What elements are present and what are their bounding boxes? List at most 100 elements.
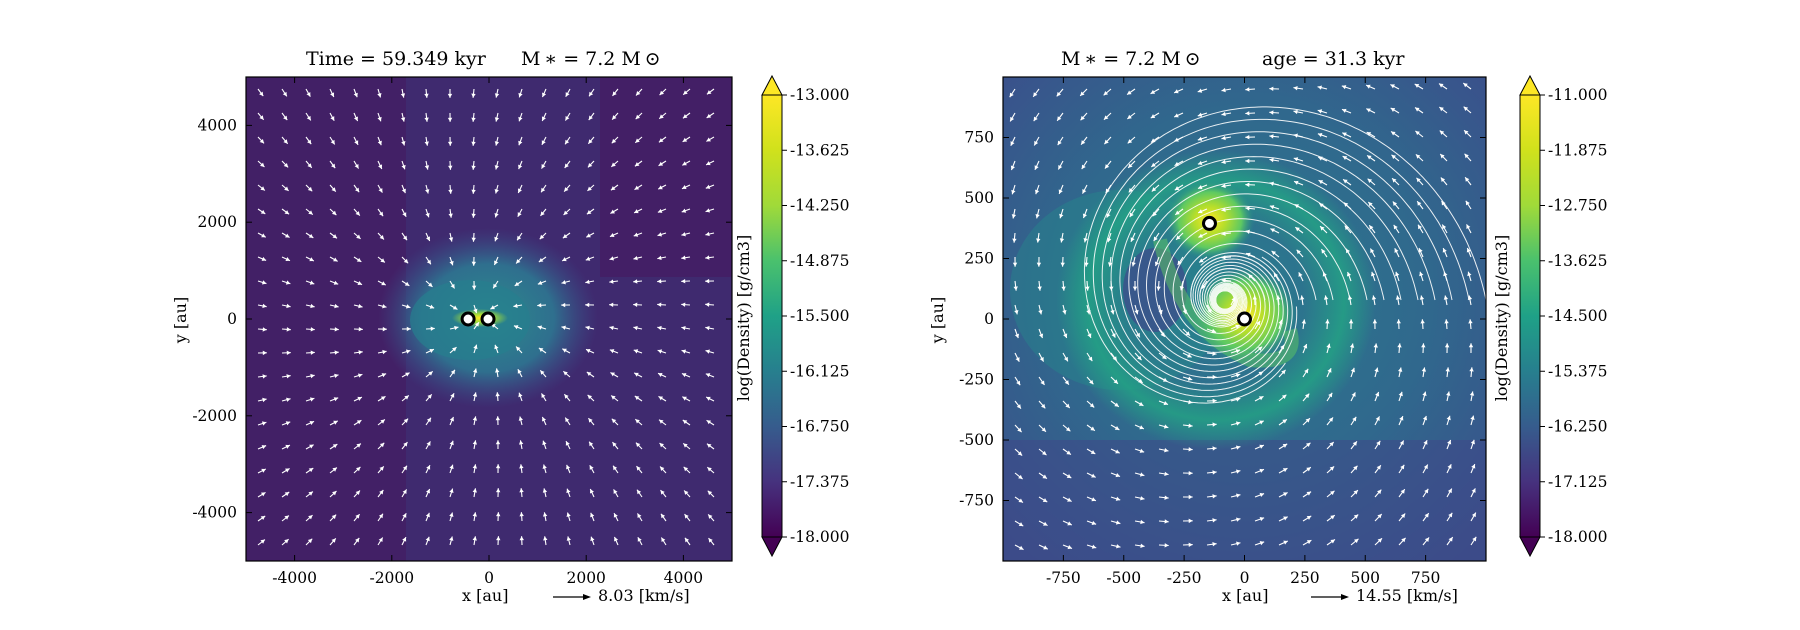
velocity-arrow-head: [634, 209, 639, 214]
velocity-arrow-head: [1140, 496, 1145, 501]
velocity-arrow-head: [1269, 86, 1274, 91]
velocity-arrow-head: [1235, 421, 1241, 426]
svg-text:8.03 [km/s]: 8.03 [km/s]: [598, 586, 690, 605]
velocity-arrow-head: [684, 537, 690, 543]
velocity-arrow-head: [585, 325, 590, 331]
velocity-arrow-head: [565, 115, 570, 121]
velocity-arrow-head: [1367, 155, 1372, 160]
velocity-arrow-head: [1138, 378, 1143, 383]
velocity-arrow-head: [1150, 138, 1156, 143]
velocity-arrow-head: [589, 488, 594, 494]
velocity-arrow-head: [284, 539, 289, 544]
velocity-arrow-head: [1018, 474, 1023, 480]
velocity-arrow-head: [473, 308, 478, 314]
velocity-arrow-head: [706, 420, 712, 425]
velocity-arrow-head: [1318, 156, 1323, 161]
velocity-arrow-head: [1353, 490, 1358, 495]
velocity-arrow-head: [1463, 106, 1469, 111]
left-colorbar-tick-label: -14.875: [790, 252, 849, 270]
velocity-arrow-head: [1350, 367, 1355, 373]
right-y-tick-label: -500: [959, 431, 994, 449]
velocity-arrow-head: [285, 257, 291, 262]
velocity-arrow-head: [308, 515, 313, 520]
velocity-arrow-head: [307, 538, 313, 544]
velocity-arrow-head: [1375, 416, 1380, 421]
velocity-arrow-head: [1057, 140, 1062, 146]
velocity-arrow-head: [406, 326, 411, 332]
velocity-arrow-head: [495, 488, 501, 493]
velocity-arrow-head: [1009, 92, 1014, 98]
velocity-arrow-head: [283, 115, 288, 121]
velocity-arrow-head: [496, 536, 501, 541]
velocity-arrow-head: [1391, 131, 1396, 136]
velocity-arrow-head: [1439, 107, 1444, 112]
velocity-arrow-head: [401, 141, 406, 146]
velocity-arrow-head: [1128, 163, 1133, 168]
velocity-arrow-head: [1080, 115, 1085, 121]
velocity-arrow-head: [472, 536, 477, 541]
velocity-arrow-head: [401, 188, 406, 194]
velocity-arrow-head: [1326, 343, 1331, 349]
velocity-arrow-head: [1259, 516, 1265, 522]
velocity-arrow-head: [308, 210, 313, 215]
velocity-arrow-head: [1212, 398, 1217, 404]
velocity-arrow-head: [286, 374, 291, 379]
velocity-arrow-head: [684, 514, 689, 519]
velocity-arrow-head: [561, 325, 566, 330]
velocity-arrow-head: [425, 512, 430, 518]
left-sink-particle: [480, 311, 496, 327]
left-x-axis-label: x [au]: [462, 586, 508, 605]
velocity-arrow-head: [495, 464, 501, 469]
velocity-arrow-head: [519, 488, 524, 493]
velocity-arrow-head: [1085, 286, 1090, 291]
velocity-arrow-head: [537, 303, 542, 308]
velocity-arrow-head: [1115, 473, 1121, 478]
velocity-arrow-head: [452, 305, 458, 310]
velocity-arrow-head: [1212, 351, 1217, 356]
velocity-arrow-head: [284, 186, 289, 191]
velocity-arrow-head: [405, 349, 411, 354]
velocity-arrow-head: [1259, 541, 1265, 546]
velocity-arrow-head: [1329, 441, 1334, 447]
velocity-arrow-head: [1469, 391, 1475, 396]
velocity-arrow-head: [541, 164, 546, 169]
velocity-arrow-head: [1091, 473, 1096, 478]
velocity-arrow-head: [429, 304, 435, 309]
velocity-arrow-head: [657, 279, 662, 284]
velocity-arrow-head: [1269, 181, 1274, 186]
velocity-arrow-head: [1115, 449, 1120, 454]
velocity-arrow-head: [309, 444, 314, 449]
velocity-arrow-head: [472, 512, 477, 517]
velocity-arrow-head: [1349, 343, 1355, 348]
velocity-arrow-head: [1179, 286, 1184, 291]
velocity-arrow-head: [1082, 189, 1087, 194]
velocity-arrow-head: [447, 93, 453, 98]
velocity-arrow-head: [379, 211, 384, 217]
velocity-arrow-head: [1089, 403, 1095, 408]
velocity-arrow-head: [708, 514, 713, 519]
velocity-arrow-head: [660, 513, 666, 519]
streamline: [1110, 143, 1436, 385]
velocity-arrow-head: [1282, 419, 1287, 424]
velocity-arrow-head: [1298, 272, 1303, 277]
velocity-arrow-head: [1103, 115, 1109, 120]
velocity-arrow-head: [1347, 295, 1353, 300]
velocity-arrow-head: [589, 91, 594, 97]
velocity-arrow-head: [330, 116, 335, 121]
velocity-arrow-head: [1392, 201, 1398, 207]
velocity-arrow-head: [589, 465, 594, 470]
right-title-mass: M ∗ = 7.2 M ⊙: [1061, 48, 1201, 70]
velocity-arrow-head: [705, 302, 710, 307]
velocity-arrow-head: [330, 139, 335, 145]
velocity-arrow-head: [660, 490, 665, 495]
velocity-arrow-head: [1198, 233, 1203, 238]
right-x-tick-label: -750: [1046, 569, 1081, 587]
velocity-arrow-head: [1041, 403, 1046, 409]
velocity-arrow-head: [566, 464, 571, 470]
velocity-arrow-head: [404, 281, 410, 286]
velocity-arrow-head: [1164, 448, 1169, 453]
velocity-arrow-head: [566, 488, 571, 494]
velocity-arrow-head: [490, 305, 495, 310]
velocity-arrow-head: [1304, 393, 1310, 399]
velocity-arrow-head: [377, 116, 382, 122]
